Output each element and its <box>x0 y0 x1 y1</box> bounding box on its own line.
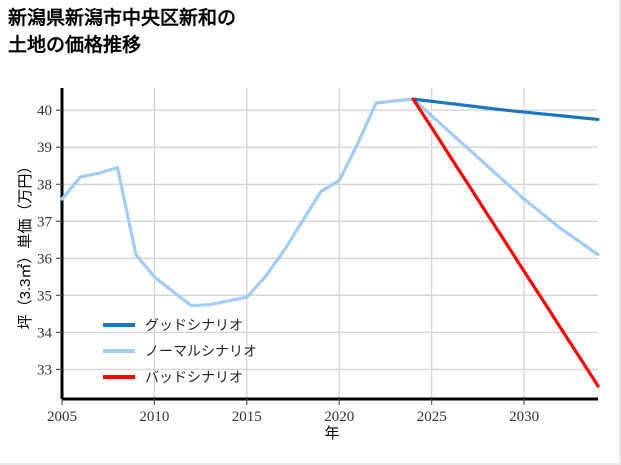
series-line-normal <box>60 97 600 308</box>
legend-label: グッドシナリオ <box>145 318 243 334</box>
legend-label: バッドシナリオ <box>145 371 243 386</box>
y-tick-label: 40 <box>37 103 52 119</box>
y-tick-label: 36 <box>37 251 53 267</box>
page-title: 新潟県新潟市中央区新和の 土地の価格推移 <box>8 8 237 56</box>
x-tick-label: 2010 <box>139 409 169 425</box>
gridlines <box>62 109 598 371</box>
data-series <box>60 97 600 388</box>
x-tick-label: 2030 <box>509 409 539 425</box>
series-line-bad <box>411 97 600 388</box>
y-tick-labels: 33 34 35 36 37 38 39 40 <box>37 103 62 378</box>
x-tick-label: 2005 <box>47 409 77 425</box>
x-gridlines <box>153 88 525 399</box>
x-axis-title: 年 <box>324 425 339 442</box>
x-tick-label: 2020 <box>324 409 354 425</box>
x-tick-labels: 2005 2010 2015 2020 2025 2030 <box>47 399 539 425</box>
y-tick-label: 34 <box>37 325 53 341</box>
y-axis-title: 坪（3.3㎡）単価（万円） <box>17 159 34 330</box>
x-tick-label: 2025 <box>417 409 447 425</box>
svg-text:年: 年 <box>324 425 339 442</box>
series-line-good <box>411 97 600 122</box>
y-tick-label: 39 <box>37 140 52 156</box>
legend-label: ノーマルシナリオ <box>145 345 257 360</box>
x-tick-label: 2015 <box>232 409 262 425</box>
y-tick-label: 38 <box>37 177 52 193</box>
y-tick-label: 35 <box>37 288 52 304</box>
y-tick-label: 37 <box>37 214 53 230</box>
svg-text:坪（3.3㎡）単価（万円）: 坪（3.3㎡）単価（万円） <box>17 159 34 330</box>
y-tick-label: 33 <box>37 362 52 378</box>
